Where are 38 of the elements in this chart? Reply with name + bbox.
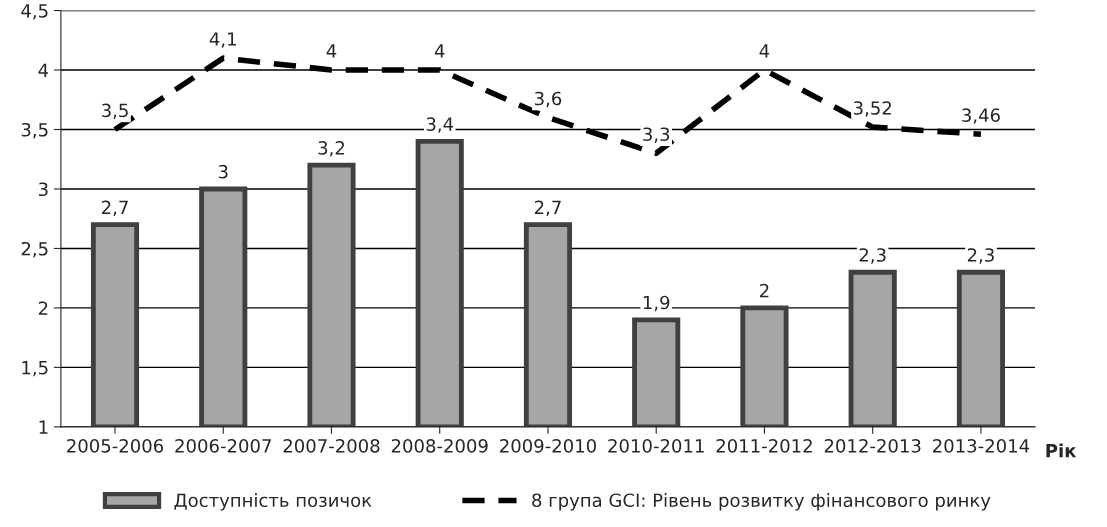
data-label: 3 [218, 164, 228, 179]
x-tick-label: 2011-2012 [716, 438, 812, 453]
y-tick-label: 1,5 [22, 361, 48, 377]
y-tick-label: 3,5 [21, 122, 48, 139]
data-label: 2,3 [967, 248, 994, 264]
data-label: 3,4 [426, 117, 454, 133]
x-tick-label: 2007-2008 [283, 438, 380, 453]
data-label: 3,5 [102, 103, 128, 120]
x-tick-label: 2012-2013 [824, 438, 921, 453]
legend-label: 8 група GCI: Рівень розвитку фінансового ринку [532, 493, 991, 511]
data-label: 3,46 [962, 108, 1000, 124]
x-axis-title: Рік [1046, 443, 1077, 458]
x-tick-label: 2005-2006 [67, 438, 164, 453]
data-label: 4 [759, 44, 770, 58]
x-tick-label: 2010-2011 [608, 438, 704, 453]
data-label: 4,1 [209, 32, 236, 48]
x-tick-label: 2009-2010 [500, 438, 596, 453]
data-label: 2,7 [101, 200, 128, 217]
data-label: 2,3 [859, 248, 886, 264]
data-label: 2,7 [534, 200, 561, 217]
y-tick-label: 2 [38, 301, 48, 315]
data-label: 3,3 [643, 127, 670, 143]
data-label: 3,6 [534, 91, 562, 108]
y-tick-label: 1 [39, 420, 48, 434]
data-label: 4 [434, 44, 445, 58]
data-label: 4 [326, 44, 337, 58]
x-tick-label: 2013-2014 [933, 438, 1030, 453]
data-label: 3,2 [318, 141, 345, 157]
y-tick-label: 2,5 [21, 241, 48, 258]
data-label: 3,52 [853, 101, 891, 117]
x-tick-label: 2008-2009 [391, 438, 488, 453]
y-tick-label: 4,5 [21, 4, 48, 20]
y-tick-label: 4 [38, 63, 49, 77]
x-tick-label: 2006-2007 [175, 438, 271, 453]
data-label: 2 [760, 283, 769, 298]
data-label: 1,9 [643, 295, 670, 312]
legend-label: Доступність позичок [174, 493, 372, 511]
y-tick-label: 3 [38, 182, 48, 197]
